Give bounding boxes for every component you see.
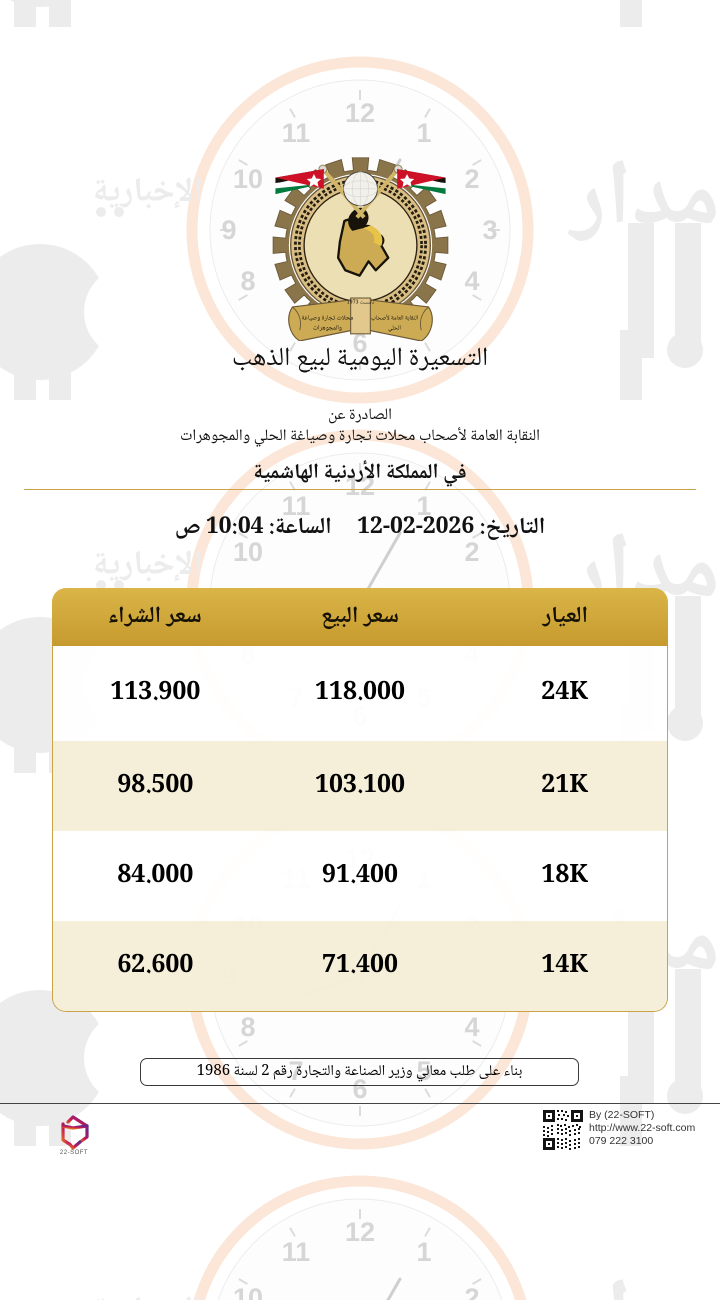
svg-text:والمجوهرات: والمجوهرات bbox=[313, 323, 342, 334]
svg-text:مدار: مدار bbox=[567, 1247, 720, 1300]
svg-text:الحلي: الحلي bbox=[388, 322, 401, 333]
svg-text:تأسست 1973: تأسست 1973 bbox=[347, 298, 375, 307]
